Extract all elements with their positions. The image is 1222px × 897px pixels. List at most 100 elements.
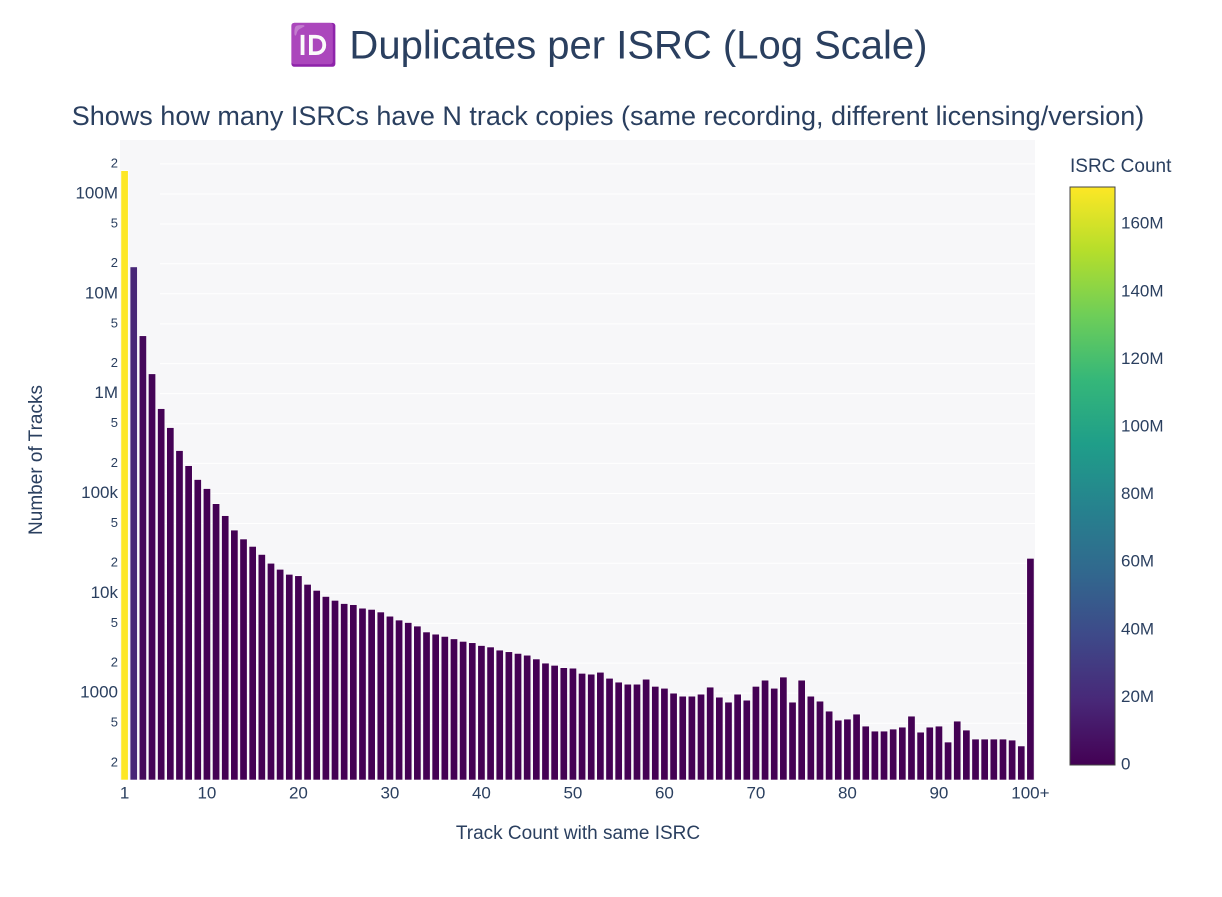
bar xyxy=(916,731,925,781)
bar xyxy=(312,590,321,781)
bar xyxy=(303,584,312,781)
bar xyxy=(257,554,266,781)
bar xyxy=(697,693,705,781)
bar xyxy=(175,450,184,781)
bar xyxy=(202,488,211,781)
bar xyxy=(422,631,431,781)
bar xyxy=(715,696,724,781)
x-tick-label: 50 xyxy=(563,783,582,802)
x-axis-title: Track Count with same ISRC xyxy=(456,823,700,844)
bar xyxy=(376,611,385,781)
colorbar-tick-label: 20M xyxy=(1121,687,1154,706)
bar xyxy=(587,673,596,781)
bar xyxy=(779,676,788,781)
bar xyxy=(843,718,852,781)
bar xyxy=(559,667,568,781)
bar xyxy=(477,645,486,781)
colorbar-tick-label: 140M xyxy=(1121,281,1164,300)
bar xyxy=(459,641,468,781)
bar xyxy=(358,607,367,781)
y-tick-label: 1000 xyxy=(80,683,118,702)
bar xyxy=(706,686,715,781)
bar xyxy=(678,695,687,781)
y-tick-label: 100M xyxy=(75,183,118,202)
bar xyxy=(934,725,943,781)
y-tick-label: 5 xyxy=(111,615,118,630)
x-tick-label: 40 xyxy=(472,783,491,802)
bar xyxy=(221,515,230,781)
bar xyxy=(944,741,953,781)
bar xyxy=(788,701,797,781)
y-axis-title: Number of Tracks xyxy=(26,385,47,535)
colorbar-tick-label: 0 xyxy=(1121,754,1130,773)
y-tick-label: 2 xyxy=(111,155,118,170)
x-tick-label: 10 xyxy=(197,783,216,802)
bar xyxy=(285,574,294,781)
bar xyxy=(276,569,285,781)
colorbar-tick-label: 40M xyxy=(1121,619,1154,638)
bar xyxy=(651,686,660,781)
bar xyxy=(331,600,339,781)
bar xyxy=(267,562,275,781)
bar xyxy=(1008,739,1017,781)
x-tick-label: 100+ xyxy=(1011,783,1049,802)
bar xyxy=(166,427,175,781)
bar xyxy=(349,604,358,781)
bar xyxy=(596,671,605,781)
bar xyxy=(898,726,907,781)
colorbar-title: ISRC Count xyxy=(1070,156,1172,177)
x-tick-label: 80 xyxy=(838,783,857,802)
plot-area xyxy=(120,140,1035,780)
bar xyxy=(980,738,989,781)
chart-title: 🆔 Duplicates per ISRC (Log Scale) xyxy=(289,22,928,68)
bar xyxy=(440,636,449,781)
x-tick-label: 60 xyxy=(655,783,674,802)
bar xyxy=(742,699,751,781)
bar xyxy=(367,609,376,781)
y-tick-label: 5 xyxy=(111,415,118,430)
y-tick-label: 5 xyxy=(111,215,118,230)
bar xyxy=(321,596,330,781)
bar xyxy=(1017,745,1026,781)
bar xyxy=(578,673,587,781)
colorbar-tick-label: 80M xyxy=(1121,484,1154,503)
y-tick-label: 5 xyxy=(111,715,118,730)
bar xyxy=(157,408,166,781)
y-tick-label: 10k xyxy=(91,583,119,602)
y-tick-label: 10M xyxy=(85,283,118,302)
bar xyxy=(761,679,770,781)
bar xyxy=(925,726,934,781)
bar xyxy=(541,662,550,781)
y-tick-label: 2 xyxy=(111,355,118,370)
bar xyxy=(212,503,221,781)
bar xyxy=(495,649,504,781)
bar xyxy=(971,738,980,781)
bar xyxy=(239,538,248,781)
bar xyxy=(870,730,879,781)
bar xyxy=(660,687,669,781)
bar xyxy=(861,725,870,781)
bar xyxy=(523,654,532,781)
bar xyxy=(148,373,156,781)
bar xyxy=(395,619,404,781)
bar xyxy=(1026,558,1035,781)
bar xyxy=(889,728,898,781)
bar xyxy=(825,710,834,781)
x-tick-label: 70 xyxy=(746,783,765,802)
colorbar-tick-label: 60M xyxy=(1121,552,1154,571)
bar xyxy=(907,715,916,781)
y-tick-label: 2 xyxy=(111,455,118,470)
y-tick-label: 5 xyxy=(111,515,118,530)
bar xyxy=(514,653,522,781)
bar xyxy=(989,738,998,781)
bar xyxy=(568,667,577,781)
y-tick-label: 1M xyxy=(94,383,118,402)
bar xyxy=(880,730,888,781)
bar xyxy=(468,642,477,781)
bar xyxy=(129,266,138,781)
bar xyxy=(999,738,1007,781)
bar xyxy=(431,633,440,781)
bar xyxy=(834,719,843,781)
y-tick-label: 2 xyxy=(111,255,118,270)
y-tick-label: 2 xyxy=(111,655,118,670)
